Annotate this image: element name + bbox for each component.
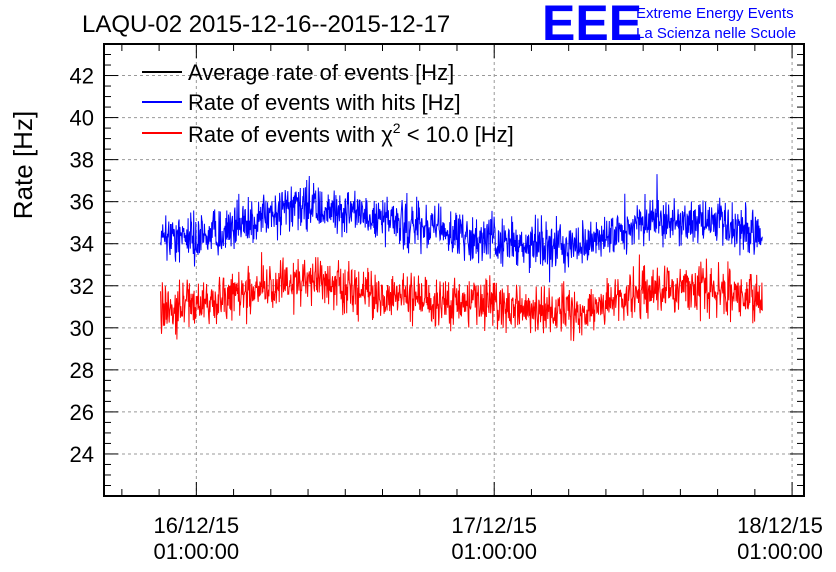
y-tick-label: 24 bbox=[70, 442, 94, 467]
y-tick-labels: 24 26 28 30 32 34 36 38 40 42 bbox=[70, 64, 94, 467]
y-tick-label: 40 bbox=[70, 106, 94, 131]
y-tick-label: 32 bbox=[70, 274, 94, 299]
series-layer bbox=[160, 174, 763, 342]
eee-logo: EEE bbox=[542, 0, 642, 51]
y-tick-label: 36 bbox=[70, 190, 94, 215]
y-tick-label: 28 bbox=[70, 358, 94, 383]
legend-label-hits: Rate of events with hits [Hz] bbox=[188, 90, 461, 115]
x-tick-labels: 16/12/1501:00:0017/12/1501:00:0018/12/15… bbox=[154, 513, 823, 564]
series-line-chi2 bbox=[160, 252, 763, 342]
x-tick-label-date: 18/12/15 bbox=[737, 513, 823, 538]
legend-label-chi2: Rate of events with χ2 < 10.0 [Hz] bbox=[188, 120, 514, 147]
x-tick-label-date: 17/12/15 bbox=[451, 513, 537, 538]
x-tick-label-time: 01:00:00 bbox=[154, 539, 240, 564]
x-tick-label-date: 16/12/15 bbox=[154, 513, 240, 538]
y-axis-label: Rate [Hz] bbox=[8, 111, 38, 219]
grid-lines bbox=[104, 44, 804, 496]
axis-ticks bbox=[104, 43, 804, 496]
y-tick-label: 30 bbox=[70, 316, 94, 341]
legend: Average rate of events [Hz] Rate of even… bbox=[142, 60, 514, 147]
x-tick-label-time: 01:00:00 bbox=[737, 539, 823, 564]
y-tick-label: 38 bbox=[70, 148, 94, 173]
logo-line-1: Extreme Energy Events bbox=[636, 5, 794, 22]
chart-title: LAQU-02 2015-12-16--2015-12-17 bbox=[82, 11, 450, 38]
y-tick-label: 34 bbox=[70, 232, 94, 257]
logo-line-2: La Scienza nelle Scuole bbox=[636, 25, 796, 42]
y-tick-label: 42 bbox=[70, 64, 94, 89]
y-tick-label: 26 bbox=[70, 400, 94, 425]
plot-frame bbox=[103, 43, 805, 497]
series-line-hits bbox=[160, 174, 763, 283]
legend-label-average: Average rate of events [Hz] bbox=[188, 60, 454, 85]
x-tick-label-time: 01:00:00 bbox=[451, 539, 537, 564]
